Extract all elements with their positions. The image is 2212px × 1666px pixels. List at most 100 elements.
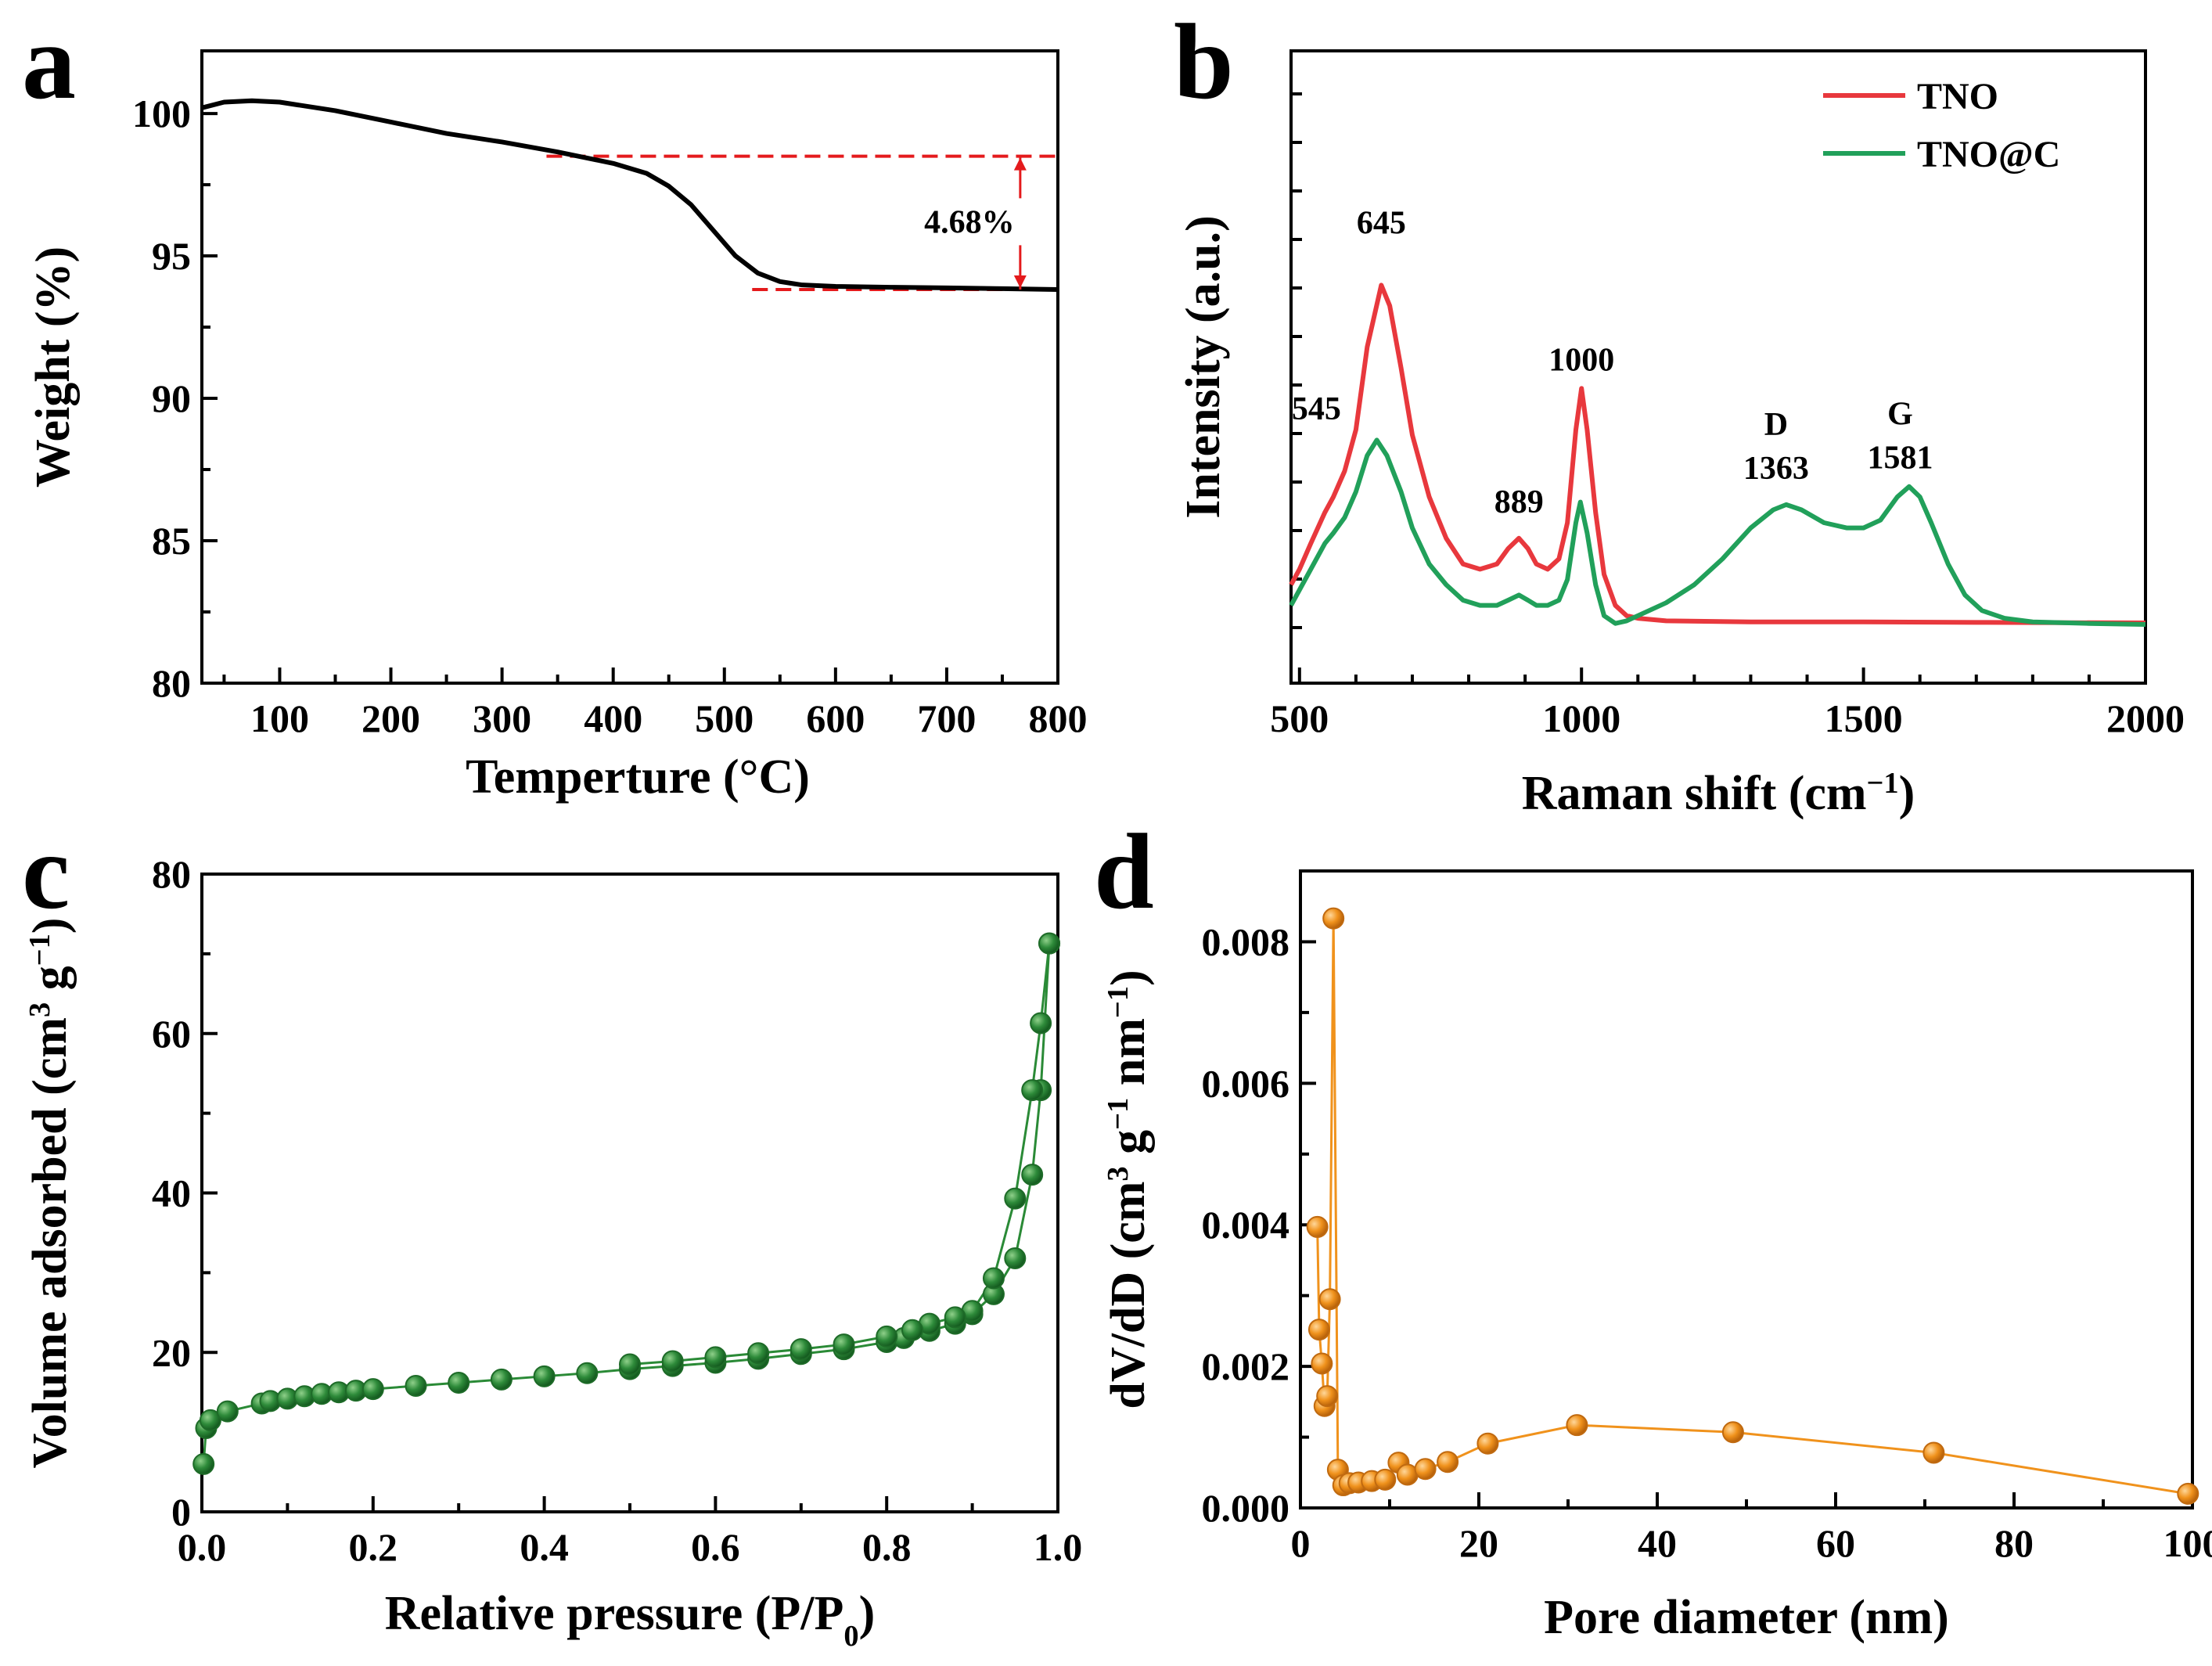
data-point-desorption xyxy=(1038,932,1061,955)
data-point-adsorption xyxy=(490,1368,513,1391)
panel-letter-c: c xyxy=(22,811,70,931)
x-tick-label-d: 80 xyxy=(1994,1521,2034,1565)
text-run: Relative pressure (P/P xyxy=(385,1587,844,1640)
x-axis-title-a: Temperture (°C) xyxy=(466,750,810,804)
y-axis-title-d: dV/dD (cm3 g−1 nm−1) xyxy=(1102,970,1155,1409)
x-tick-label-a: 800 xyxy=(1029,696,1088,740)
annotation-arrowhead-a xyxy=(1013,157,1027,171)
peak-label-b: D xyxy=(1764,407,1788,443)
peak-label-b: 545 xyxy=(1292,391,1341,427)
x-tick-label-b: 2000 xyxy=(2106,696,2185,740)
x-tick-label-c: 1.0 xyxy=(1034,1525,1083,1569)
text-run: g xyxy=(23,966,77,1002)
x-tick-label-c: 0.8 xyxy=(862,1525,912,1569)
x-tick-label-d: 0 xyxy=(1291,1521,1311,1565)
data-point-desorption xyxy=(944,1306,966,1329)
series-line-tga xyxy=(201,98,1059,293)
data-point-adsorption xyxy=(1021,1164,1044,1186)
y-axis-title-c: Volume adsorbed (cm3 g−1) xyxy=(23,918,77,1469)
data-point-bjh xyxy=(1322,907,1345,930)
data-point-desorption xyxy=(1004,1187,1027,1210)
text-run: ) xyxy=(1102,970,1155,986)
data-point-bjh xyxy=(1414,1458,1437,1481)
y-tick-label-a: 85 xyxy=(152,519,191,563)
y-tick-label-a: 100 xyxy=(132,92,191,135)
superscript: −1 xyxy=(1102,986,1135,1018)
x-tick-label-a: 400 xyxy=(584,696,642,740)
annotation-label-a: 4.68% xyxy=(924,204,1015,240)
superscript: 3 xyxy=(1102,1166,1135,1181)
x-axis-title-b: Raman shift (cm−1) xyxy=(1522,767,1915,820)
y-tick-label-a: 90 xyxy=(152,376,191,420)
superscript: −1 xyxy=(1102,1098,1135,1130)
superscript: −1 xyxy=(23,934,56,966)
y-tick-label-c: 80 xyxy=(152,852,191,896)
y-tick-label-d: 0.002 xyxy=(1202,1344,1290,1388)
data-point-bjh xyxy=(1721,1421,1744,1444)
data-point-desorption xyxy=(747,1342,770,1365)
panel-letter-d: d xyxy=(1094,811,1154,931)
text-run: nm xyxy=(1102,1018,1155,1098)
data-point-bjh xyxy=(1318,1288,1341,1311)
series-line-tno xyxy=(1289,282,2146,626)
text-run: Raman shift (cm xyxy=(1522,767,1867,820)
data-point-desorption xyxy=(789,1338,812,1361)
y-axis-title-b: Intensity (a.u.) xyxy=(1177,215,1230,519)
series-line-tno-c xyxy=(1289,437,2146,628)
text-run: ) xyxy=(23,918,77,934)
data-point-bjh xyxy=(1374,1468,1397,1491)
x-tick-label-c: 0.4 xyxy=(520,1525,569,1569)
x-axis-title-d: Pore diameter (nm) xyxy=(1544,1591,1949,1644)
x-tick-label-a: 100 xyxy=(250,696,309,740)
panel-letter-a: a xyxy=(22,2,76,121)
text-run: g xyxy=(1102,1130,1155,1167)
superscript: −1 xyxy=(1867,767,1899,800)
peak-label-b: 1363 xyxy=(1743,451,1809,487)
data-point-bjh xyxy=(1306,1215,1329,1238)
data-point-adsorption xyxy=(192,1452,215,1475)
plot-frame-c xyxy=(200,873,1059,1513)
x-tick-label-a: 200 xyxy=(361,696,420,740)
data-point-bjh xyxy=(2177,1482,2199,1505)
panel-a: a 100 200 300 400 500 600 700 800 80 85 90 95 100 Temp… xyxy=(22,2,1088,804)
data-point-bjh xyxy=(1922,1441,1945,1464)
y-tick-label-c: 20 xyxy=(152,1330,191,1374)
legend-label-b: TNO xyxy=(1917,76,1998,117)
annotation-arrowhead-a xyxy=(1013,275,1027,289)
x-tick-label-d: 20 xyxy=(1459,1521,1498,1565)
data-point-adsorption xyxy=(1004,1247,1027,1270)
data-point-bjh xyxy=(1311,1352,1333,1375)
plot-frame-b xyxy=(1289,49,2147,685)
subscript: 0 xyxy=(843,1620,858,1653)
data-point-desorption xyxy=(901,1319,924,1341)
x-tick-label-c: 0.2 xyxy=(349,1525,398,1569)
y-tick-label-c: 40 xyxy=(152,1171,191,1215)
data-point-adsorption xyxy=(199,1409,221,1431)
y-tick-label-a: 80 xyxy=(152,661,191,705)
y-tick-label-d: 0.000 xyxy=(1202,1486,1290,1530)
data-point-bjh xyxy=(1437,1451,1459,1473)
panel-c: c 0.0 0.2 0.4 0.6 0.8 1.0 0 20 40 60 80 Relative pre… xyxy=(22,811,1082,1653)
x-tick-label-b: 500 xyxy=(1270,696,1329,740)
data-point-desorption xyxy=(833,1333,855,1356)
x-tick-label-a: 300 xyxy=(473,696,531,740)
peak-label-b: 889 xyxy=(1494,484,1544,520)
data-point-adsorption xyxy=(576,1362,599,1384)
plot-frame-a xyxy=(200,49,1059,685)
data-point-adsorption xyxy=(405,1375,427,1398)
text-run: Volume adsorbed (cm xyxy=(23,1017,77,1468)
y-tick-label-d: 0.006 xyxy=(1202,1061,1290,1105)
panel-d: d 0 20 40 60 80 100 0.000 0.002 0.004 0.006 0.008 Po… xyxy=(1094,811,2212,1644)
peak-label-b: 1581 xyxy=(1867,441,1933,477)
text-run: ) xyxy=(859,1587,876,1640)
panel-b: b 500 1000 1500 2000 Raman shift (cm−1) Intens… xyxy=(1174,2,2185,820)
x-tick-label-d: 60 xyxy=(1816,1521,1855,1565)
x-tick-label-a: 500 xyxy=(695,696,754,740)
text-run: dV/dD (cm xyxy=(1102,1182,1155,1409)
peak-label-b: 1000 xyxy=(1548,342,1614,378)
data-point-adsorption xyxy=(216,1400,239,1423)
x-tick-label-a: 700 xyxy=(917,696,976,740)
y-tick-label-a: 95 xyxy=(152,234,191,278)
series-line-bjh xyxy=(1316,918,2189,1495)
